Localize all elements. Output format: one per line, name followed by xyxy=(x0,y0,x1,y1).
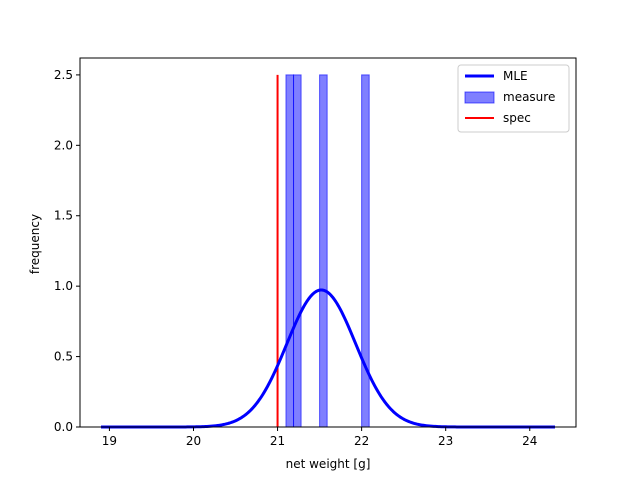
histogram-bar-1 xyxy=(285,74,295,428)
histogram-bar-3 xyxy=(319,74,328,428)
y-tick-label-0.0: 0.0 xyxy=(54,420,73,434)
x-axis-label: net weight [g] xyxy=(286,457,371,471)
x-tick-label-21: 21 xyxy=(270,434,285,448)
x-tick-label-22: 22 xyxy=(354,434,369,448)
x-tick-label-23: 23 xyxy=(438,434,453,448)
x-tick-label-19: 19 xyxy=(102,434,117,448)
y-tick-label-1.0: 1.0 xyxy=(54,279,73,293)
x-tick-label-20: 20 xyxy=(186,434,201,448)
histogram-bar-2 xyxy=(293,74,302,428)
legend-swatch-measure xyxy=(464,91,495,104)
y-tick-label-0.5: 0.5 xyxy=(54,350,73,364)
y-tick-label-2.0: 2.0 xyxy=(54,138,73,152)
legend-label-spec: spec xyxy=(503,111,531,125)
legend-label-MLE: MLE xyxy=(503,69,528,83)
legend: MLE measure spec xyxy=(457,64,570,133)
legend-label-measure: measure xyxy=(503,90,555,104)
axes-frame xyxy=(79,57,577,428)
axes: 19 20 21 22 23 24 0.0 0.5 1.0 1.5 2.0 2.5 xyxy=(54,57,577,448)
x-tick-label-24: 24 xyxy=(522,434,537,448)
y-tick-label-1.5: 1.5 xyxy=(54,209,73,223)
y-axis-label: frequency xyxy=(28,214,42,274)
y-tick-label-2.5: 2.5 xyxy=(54,68,73,82)
legend-box xyxy=(457,64,570,133)
